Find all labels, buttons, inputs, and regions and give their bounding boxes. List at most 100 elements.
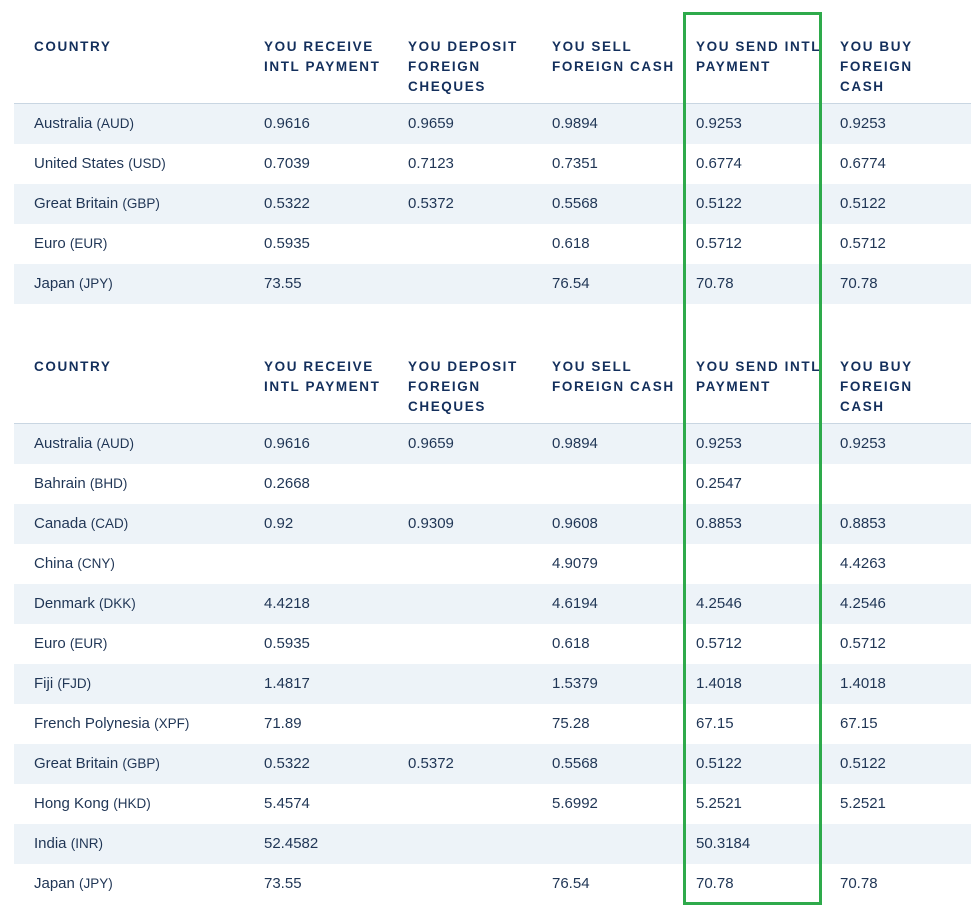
rate-send-cell: 67.15 bbox=[696, 715, 734, 732]
rate-deposit-cell: 0.9309 bbox=[408, 515, 454, 532]
rate-send-cell: 5.2521 bbox=[696, 795, 742, 812]
header-country: COUNTRY bbox=[34, 359, 112, 374]
country-name: China bbox=[34, 555, 74, 572]
currency-code: (CNY) bbox=[77, 556, 115, 571]
rate-send-cell: 0.5712 bbox=[696, 235, 742, 252]
table-row: Australia (AUD) 0.9616 0.9659 0.9894 0.9253 0… bbox=[14, 424, 971, 464]
country-name: India bbox=[34, 835, 67, 852]
rate-send-cell: 0.5712 bbox=[696, 635, 742, 652]
currency-code: (DKK) bbox=[99, 596, 136, 611]
country-cell: United States (USD) bbox=[34, 144, 166, 184]
rate-send-cell: 0.8853 bbox=[696, 515, 742, 532]
rate-buy-cell: 0.9253 bbox=[840, 115, 886, 132]
country-name: Australia bbox=[34, 435, 93, 452]
currency-code: (EUR) bbox=[69, 636, 108, 651]
rate-send-cell: 70.78 bbox=[696, 275, 734, 292]
rate-buy-cell: 0.5712 bbox=[840, 635, 886, 652]
country-name: Bahrain bbox=[34, 475, 86, 492]
rate-send-cell: 1.4018 bbox=[696, 675, 742, 692]
country-name: Japan bbox=[34, 875, 75, 892]
rate-sell-cell: 0.618 bbox=[552, 235, 590, 252]
currency-code: (CAD) bbox=[90, 516, 129, 531]
rate-receive-cell: 73.55 bbox=[264, 875, 302, 892]
table-row: Denmark (DKK) 4.4218 4.6194 4.2546 4.2546 bbox=[14, 584, 971, 624]
rate-receive-cell: 52.4582 bbox=[264, 835, 319, 852]
rate-deposit-cell: 0.5372 bbox=[408, 755, 454, 772]
table-row: Great Britain (GBP) 0.5322 0.5372 0.5568 0.5… bbox=[14, 184, 971, 224]
rate-receive-cell: 4.4218 bbox=[264, 595, 310, 612]
rate-sell-cell: 0.9894 bbox=[552, 115, 598, 132]
currency-code: (JPY) bbox=[79, 876, 113, 891]
rate-send-cell: 0.6774 bbox=[696, 155, 742, 172]
currency-code: (EUR) bbox=[69, 236, 108, 251]
country-cell: China (CNY) bbox=[34, 544, 115, 584]
rate-send-cell: 0.9253 bbox=[696, 435, 742, 452]
rate-buy-cell: 4.4263 bbox=[840, 555, 886, 572]
country-name: Great Britain bbox=[34, 755, 119, 772]
rate-receive-cell: 1.4817 bbox=[264, 675, 310, 692]
country-cell: Japan (JPY) bbox=[34, 264, 113, 304]
header-country: COUNTRY bbox=[34, 39, 112, 54]
country-cell: India (INR) bbox=[34, 824, 103, 864]
rate-sell-cell: 75.28 bbox=[552, 715, 590, 732]
rate-deposit-cell: 0.7123 bbox=[408, 155, 454, 172]
table-row: India (INR) 52.4582 50.3184 bbox=[14, 824, 971, 864]
rate-receive-cell: 0.9616 bbox=[264, 435, 310, 452]
currency-code: (GBP) bbox=[122, 756, 160, 771]
currency-code: (INR) bbox=[70, 836, 103, 851]
rate-sell-cell: 0.5568 bbox=[552, 755, 598, 772]
table-row: Euro (EUR) 0.5935 0.618 0.5712 0.5712 bbox=[14, 624, 971, 664]
rate-receive-cell: 71.89 bbox=[264, 715, 302, 732]
country-name: French Polynesia bbox=[34, 715, 150, 732]
rate-buy-cell: 0.5712 bbox=[840, 235, 886, 252]
country-cell: Euro (EUR) bbox=[34, 224, 107, 264]
table-row: Australia (AUD) 0.9616 0.9659 0.9894 0.9253 0… bbox=[14, 104, 971, 144]
table-row: China (CNY) 4.9079 4.4263 bbox=[14, 544, 971, 584]
rate-sell-cell: 4.9079 bbox=[552, 555, 598, 572]
header-you-deposit-foreign-cheques: YOU DEPOSIT FOREIGN CHEQUES bbox=[408, 39, 518, 94]
rate-sell-cell: 76.54 bbox=[552, 875, 590, 892]
rate-buy-cell: 0.8853 bbox=[840, 515, 886, 532]
country-cell: Denmark (DKK) bbox=[34, 584, 136, 624]
rate-send-cell: 0.2547 bbox=[696, 475, 742, 492]
rate-sell-cell: 0.7351 bbox=[552, 155, 598, 172]
table-row: Euro (EUR) 0.5935 0.618 0.5712 0.5712 bbox=[14, 224, 971, 264]
table-row: French Polynesia (XPF) 71.89 75.28 67.15 67.… bbox=[14, 704, 971, 744]
rate-receive-cell: 0.5935 bbox=[264, 235, 310, 252]
country-cell: Hong Kong (HKD) bbox=[34, 784, 151, 824]
currency-code: (JPY) bbox=[79, 276, 113, 291]
rate-deposit-cell: 0.9659 bbox=[408, 115, 454, 132]
rate-send-cell: 50.3184 bbox=[696, 835, 751, 852]
rate-sell-cell: 0.618 bbox=[552, 635, 590, 652]
country-cell: Australia (AUD) bbox=[34, 424, 134, 464]
country-cell: Euro (EUR) bbox=[34, 624, 107, 664]
currency-code: (HKD) bbox=[113, 796, 151, 811]
header-you-buy-foreign-cash: YOU BUY FOREIGN CASH bbox=[840, 359, 913, 414]
header-you-receive-intl-payment: YOU RECEIVE INTL PAYMENT bbox=[264, 39, 381, 74]
country-name: Great Britain bbox=[34, 195, 119, 212]
table-body: Australia (AUD) 0.9616 0.9659 0.9894 0.9253 0… bbox=[14, 424, 971, 904]
country-cell: Fiji (FJD) bbox=[34, 664, 91, 704]
header-you-sell-foreign-cash: YOU SELL FOREIGN CASH bbox=[552, 359, 675, 394]
table-body: Australia (AUD) 0.9616 0.9659 0.9894 0.9253 0… bbox=[14, 104, 971, 304]
header-you-send-intl-payment: YOU SEND INTL PAYMENT bbox=[696, 39, 822, 74]
table-header: COUNTRY YOU RECEIVE INTL PAYMENT YOU DEP… bbox=[14, 0, 971, 104]
rate-sell-cell: 0.5568 bbox=[552, 195, 598, 212]
country-name: Euro bbox=[34, 235, 66, 252]
rate-send-cell: 0.5122 bbox=[696, 755, 742, 772]
rate-buy-cell: 70.78 bbox=[840, 875, 878, 892]
table-row: Fiji (FJD) 1.4817 1.5379 1.4018 1.4018 bbox=[14, 664, 971, 704]
country-name: Fiji bbox=[34, 675, 54, 692]
table-row: Great Britain (GBP) 0.5322 0.5372 0.5568 0.5… bbox=[14, 744, 971, 784]
rate-sell-cell: 0.9608 bbox=[552, 515, 598, 532]
header-you-deposit-foreign-cheques: YOU DEPOSIT FOREIGN CHEQUES bbox=[408, 359, 518, 414]
currency-code: (AUD) bbox=[96, 116, 135, 131]
rate-sell-cell: 76.54 bbox=[552, 275, 590, 292]
country-name: Denmark bbox=[34, 595, 95, 612]
table-row: Hong Kong (HKD) 5.4574 5.6992 5.2521 5.2521 bbox=[14, 784, 971, 824]
rate-send-cell: 0.5122 bbox=[696, 195, 742, 212]
rate-receive-cell: 0.5322 bbox=[264, 755, 310, 772]
table-header: COUNTRY YOU RECEIVE INTL PAYMENT YOU DEP… bbox=[14, 320, 971, 424]
rate-buy-cell: 0.9253 bbox=[840, 435, 886, 452]
country-name: Japan bbox=[34, 275, 75, 292]
